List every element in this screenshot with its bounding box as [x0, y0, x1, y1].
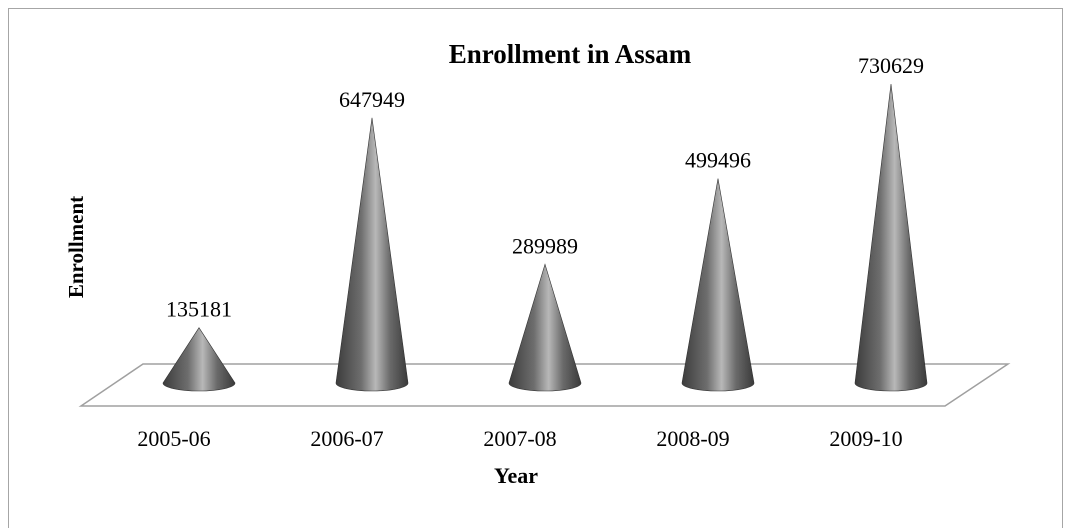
- floor-plane: [78, 363, 1011, 407]
- cone-bar-2005-06: [162, 327, 236, 392]
- chart-title: Enrollment in Assam: [449, 39, 692, 69]
- x-tick-label-2007-08: 2007-08: [483, 426, 556, 451]
- cone-bar-2006-07: [335, 117, 409, 392]
- data-label-2009-10: 730629: [858, 53, 924, 78]
- x-tick-label-2009-10: 2009-10: [829, 426, 902, 451]
- data-label-2008-09: 499496: [685, 148, 751, 173]
- x-axis-label: Year: [494, 463, 538, 488]
- cone-bar-2009-10: [854, 83, 928, 392]
- data-label-2005-06: 135181: [166, 297, 232, 322]
- cone-series: [162, 83, 928, 392]
- x-tick-label-2005-06: 2005-06: [137, 426, 210, 451]
- y-axis-label: Enrollment: [64, 196, 88, 298]
- x-tick-label-2008-09: 2008-09: [656, 426, 729, 451]
- data-label-2006-07: 647949: [339, 87, 405, 112]
- data-label-2007-08: 289989: [512, 233, 578, 258]
- cone-bar-2008-09: [681, 178, 755, 392]
- cone-bar-2007-08: [508, 263, 582, 392]
- x-tick-label-2006-07: 2006-07: [310, 426, 383, 451]
